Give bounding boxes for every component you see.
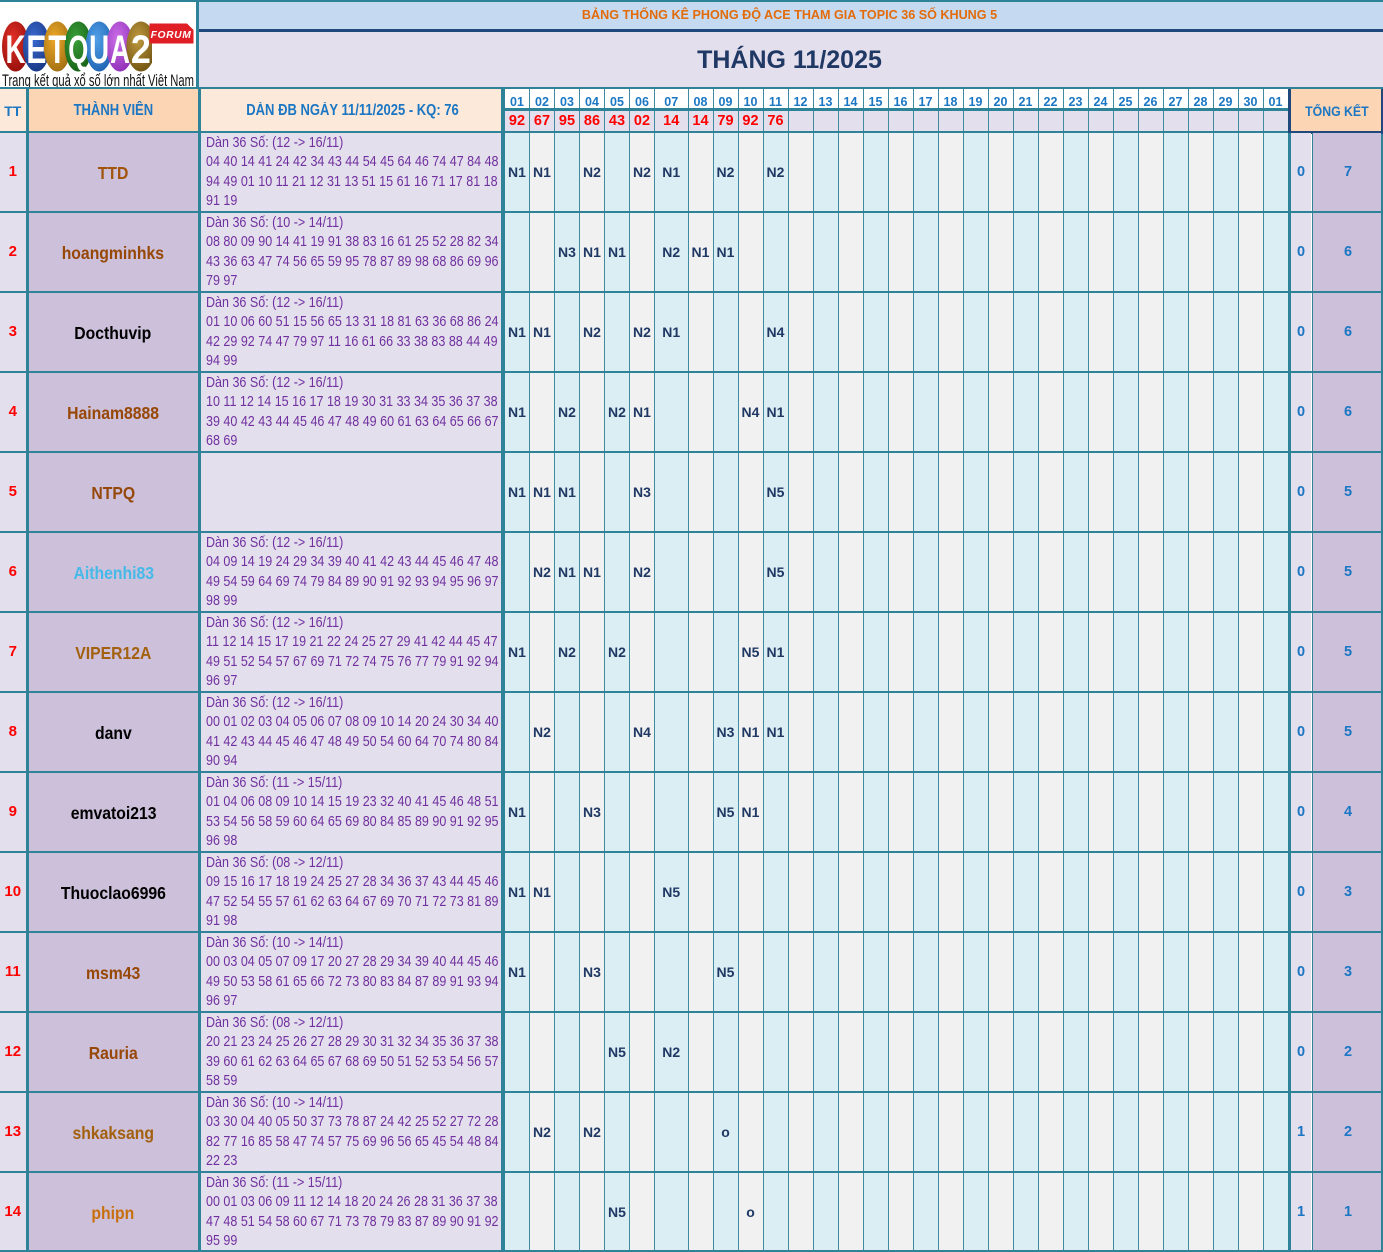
svg-text:K: K <box>6 28 26 72</box>
svg-text:U: U <box>89 28 109 72</box>
svg-text:E: E <box>26 28 46 72</box>
svg-text:Trang kết quả xổ số lớn nhất V: Trang kết quả xổ số lớn nhất Việt Nam <box>2 72 194 90</box>
svg-text:2: 2 <box>131 28 151 72</box>
svg-text:A: A <box>110 28 130 72</box>
svg-text:FORUM: FORUM <box>151 30 192 41</box>
svg-text:T: T <box>48 28 66 72</box>
svg-text:Q: Q <box>68 28 88 72</box>
